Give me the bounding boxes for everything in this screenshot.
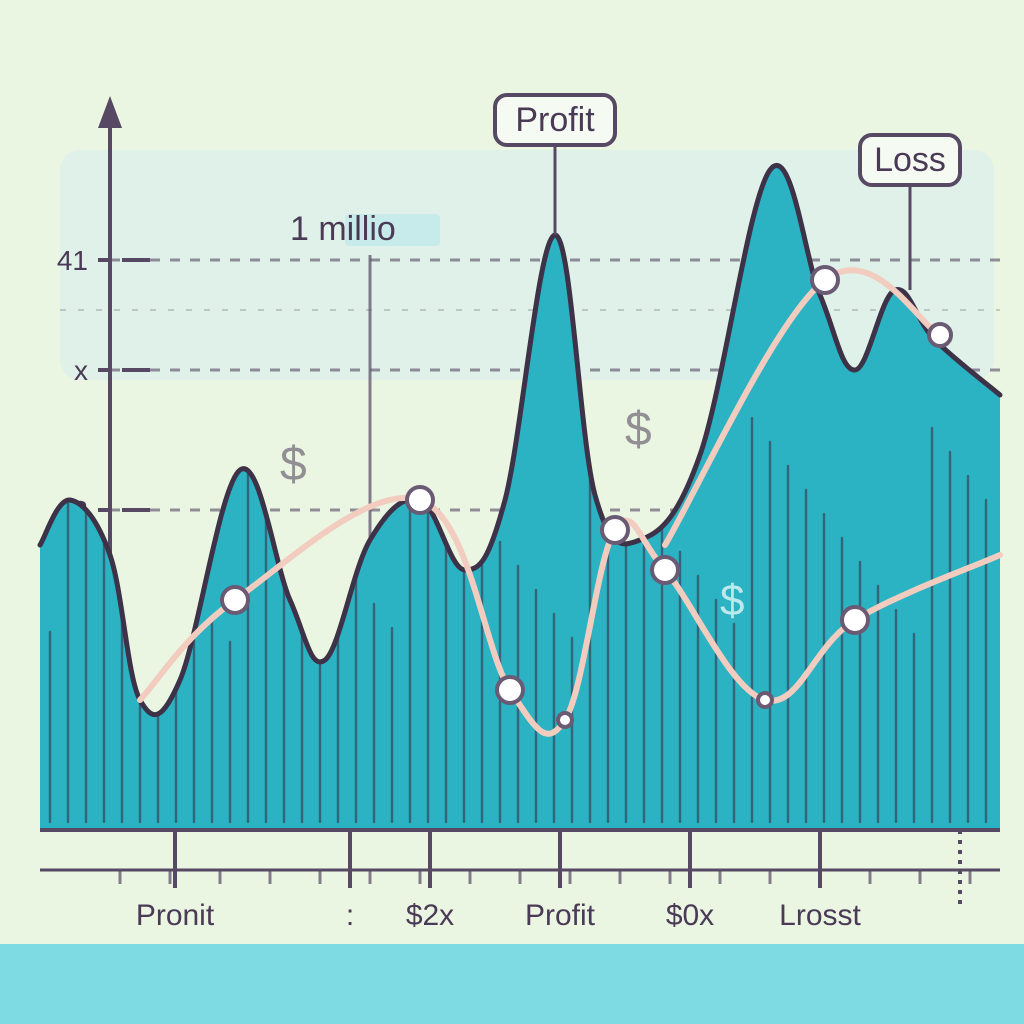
- x-axis-ticks: Pronit: $2x Profit $0x Lrosst: [120, 830, 970, 932]
- y-axis-ticks: 41x3: [57, 245, 150, 526]
- svg-text::: :: [346, 899, 354, 932]
- svg-text:Profit: Profit: [515, 101, 595, 139]
- area-series-fill: [40, 166, 1000, 830]
- svg-text:Pronit: Pronit: [136, 899, 215, 932]
- svg-text:41: 41: [57, 245, 88, 276]
- svg-text:$2x: $2x: [406, 899, 454, 932]
- annotation-million: 1 millio: [290, 210, 440, 248]
- svg-text:1 millio: 1 millio: [290, 210, 396, 248]
- svg-text:$0x: $0x: [666, 899, 714, 932]
- svg-text:Loss: Loss: [874, 141, 946, 179]
- svg-text:$: $: [280, 438, 307, 491]
- profit-loss-chart: 41x3 $$$ Pronit:$2xProfit$0xLrosst Profi…: [0, 0, 1024, 1024]
- svg-text:Lrosst: Lrosst: [779, 899, 861, 932]
- svg-text:$: $: [625, 403, 652, 456]
- svg-text:Profit: Profit: [525, 899, 596, 932]
- svg-text:x: x: [74, 355, 88, 386]
- svg-text:$: $: [720, 576, 744, 625]
